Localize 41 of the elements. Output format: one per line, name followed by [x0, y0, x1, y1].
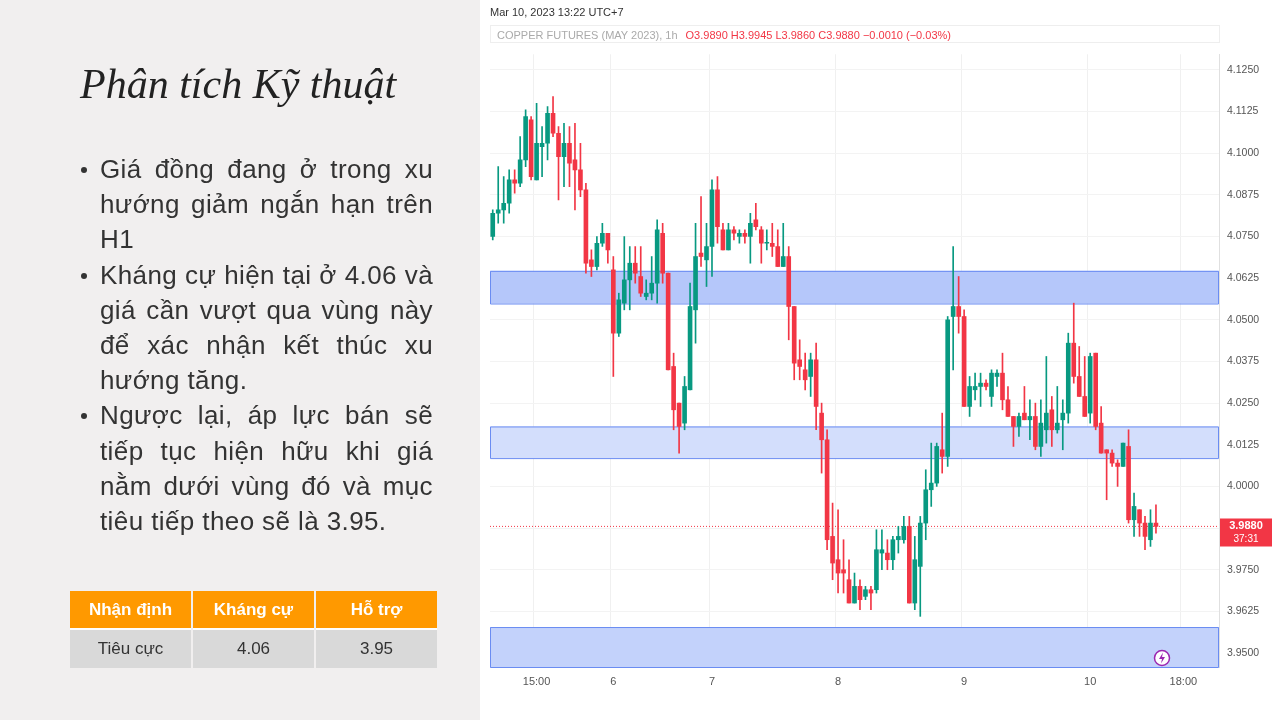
x-tick-label: 6	[610, 674, 617, 687]
text: 4.06	[193, 630, 314, 668]
text: Hỗ trợ	[316, 591, 437, 630]
chart-subtitle: COPPER FUTURES (MAY 2023), 1h	[497, 29, 678, 41]
y-tick-label: 4.0625	[1227, 271, 1260, 284]
text: 3.95	[316, 630, 437, 668]
ref-line-label: 3.9880	[1229, 519, 1263, 532]
text: Tiêu cực	[70, 630, 191, 668]
y-tick-label: 3.9625	[1227, 604, 1260, 617]
y-tick-label: 4.0000	[1227, 479, 1260, 492]
text: Nhận định	[70, 591, 191, 630]
candlestick	[939, 412, 945, 474]
x-tick-label: 9	[961, 674, 968, 687]
x-tick-label: 7	[708, 674, 716, 687]
y-tick-label: 4.1000	[1227, 146, 1260, 159]
x-tick-label: 18:00	[1169, 674, 1198, 687]
y-tick-label: 4.0750	[1227, 229, 1260, 242]
y-tick-label: 4.0250	[1227, 396, 1260, 409]
candlestick	[1060, 399, 1066, 451]
candlestick	[780, 222, 786, 267]
x-tick-label: 15:00	[522, 674, 551, 687]
text: 37:31	[1233, 533, 1259, 545]
chart-title: Phân tích Kỹ thuật	[80, 60, 397, 108]
text: Mar 10, 2023 13:22 UTC+7	[490, 6, 624, 18]
candlestick	[1054, 386, 1060, 434]
y-tick-label: 4.0875	[1227, 187, 1260, 200]
candlestick	[764, 229, 770, 251]
y-tick-label: 4.0125	[1227, 437, 1260, 450]
x-tick-label: 8	[834, 674, 842, 687]
y-tick-label: 3.9750	[1227, 562, 1260, 575]
x-tick-label: 10	[1084, 674, 1097, 687]
text: Ngược lại, áp lực bán sẽ tiếp tục hiện hữu khi giá nằm dưới vùng đó và mục tiêu tiếp theo sẽ là 3.95.	[99, 399, 433, 539]
text: Kháng cự hiện tại ở 4.06 và giá cần vượt qua vùng này để xác nhận kết thúc xu hướng tăng.	[99, 258, 433, 398]
text: Giá đồng đang ở trong xu hướng giảm ngắn hạn trên H1	[99, 153, 433, 257]
text: O3.9890 H3.9945 L3.9860 C3.9880 −0.0010 (−0.03%)	[685, 29, 951, 41]
y-tick-label: 4.1250	[1227, 62, 1260, 75]
y-tick-label: 4.0500	[1227, 312, 1260, 325]
y-tick-label: 3.9500	[1227, 645, 1260, 658]
y-tick-label: 4.0375	[1227, 354, 1260, 367]
y-tick-label: 4.1125	[1227, 104, 1259, 117]
text: Kháng cự	[193, 591, 314, 630]
